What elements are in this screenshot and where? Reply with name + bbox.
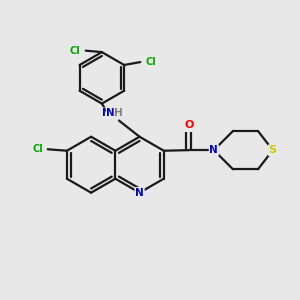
Text: N: N: [135, 188, 144, 198]
Text: O: O: [184, 119, 194, 130]
Text: Cl: Cl: [32, 144, 43, 154]
Text: Cl: Cl: [145, 57, 156, 67]
Text: H: H: [114, 108, 123, 118]
Text: N: N: [106, 108, 115, 118]
Text: S: S: [269, 145, 277, 155]
Text: NH: NH: [102, 108, 119, 118]
Text: Cl: Cl: [70, 46, 81, 56]
Text: N: N: [209, 145, 218, 155]
